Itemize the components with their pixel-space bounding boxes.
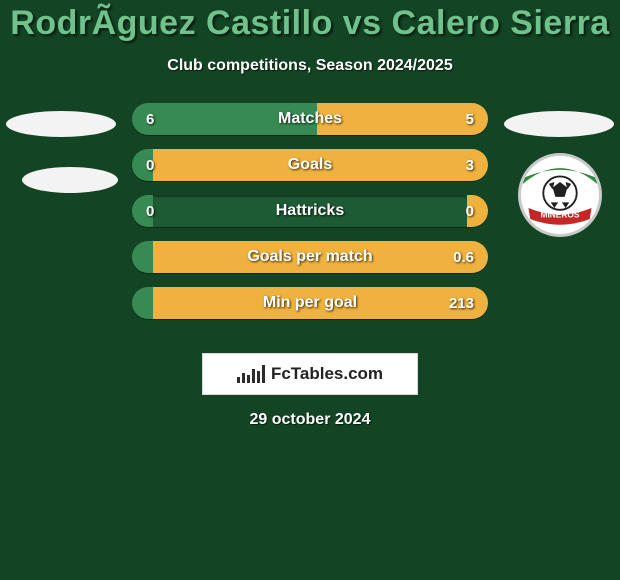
stat-value-left: 0	[146, 195, 154, 227]
stat-value-left: 0	[146, 149, 154, 181]
stats-area: MINEROS Matches65Goals03Hattricks00Goals…	[0, 103, 620, 335]
stat-row: Hattricks0 0	[132, 195, 488, 227]
stat-rows: Matches65Goals03Hattricks00Goals per mat…	[132, 103, 488, 333]
stat-row: Matches6 5	[132, 103, 488, 135]
club-badge-svg: MINEROS	[521, 156, 599, 234]
stat-value-right: 213	[449, 287, 474, 319]
stat-row: Goals per match0.6	[132, 241, 488, 273]
stat-value-right: 5	[466, 103, 474, 135]
stat-value-right: 0	[466, 195, 474, 227]
date-text: 29 october 2024	[0, 411, 620, 429]
stat-value-right: 3	[466, 149, 474, 181]
stat-row: Min per goal213	[132, 287, 488, 319]
stat-label: Hattricks	[132, 195, 488, 227]
stat-label: Goals per match	[132, 241, 488, 273]
stat-value-left: 6	[146, 103, 154, 135]
stat-row: Goals0 3	[132, 149, 488, 181]
svg-text:MINEROS: MINEROS	[541, 209, 580, 219]
left-ellipse-1	[6, 111, 116, 137]
page-root: RodrÃ­guez Castillo vs Calero Sierra Clu…	[0, 0, 620, 580]
page-title: RodrÃ­guez Castillo vs Calero Sierra	[0, 0, 620, 43]
brand-box[interactable]: FcTables.com	[202, 353, 418, 395]
stat-label: Matches	[132, 103, 488, 135]
stat-label: Min per goal	[132, 287, 488, 319]
subtitle: Club competitions, Season 2024/2025	[0, 57, 620, 75]
brand-logo-icon	[237, 365, 265, 383]
left-ellipse-2	[22, 167, 118, 193]
right-ellipse-1	[504, 111, 614, 137]
brand-text: FcTables.com	[271, 364, 383, 384]
stat-label: Goals	[132, 149, 488, 181]
club-badge: MINEROS	[518, 153, 602, 237]
stat-value-right: 0.6	[453, 241, 474, 273]
